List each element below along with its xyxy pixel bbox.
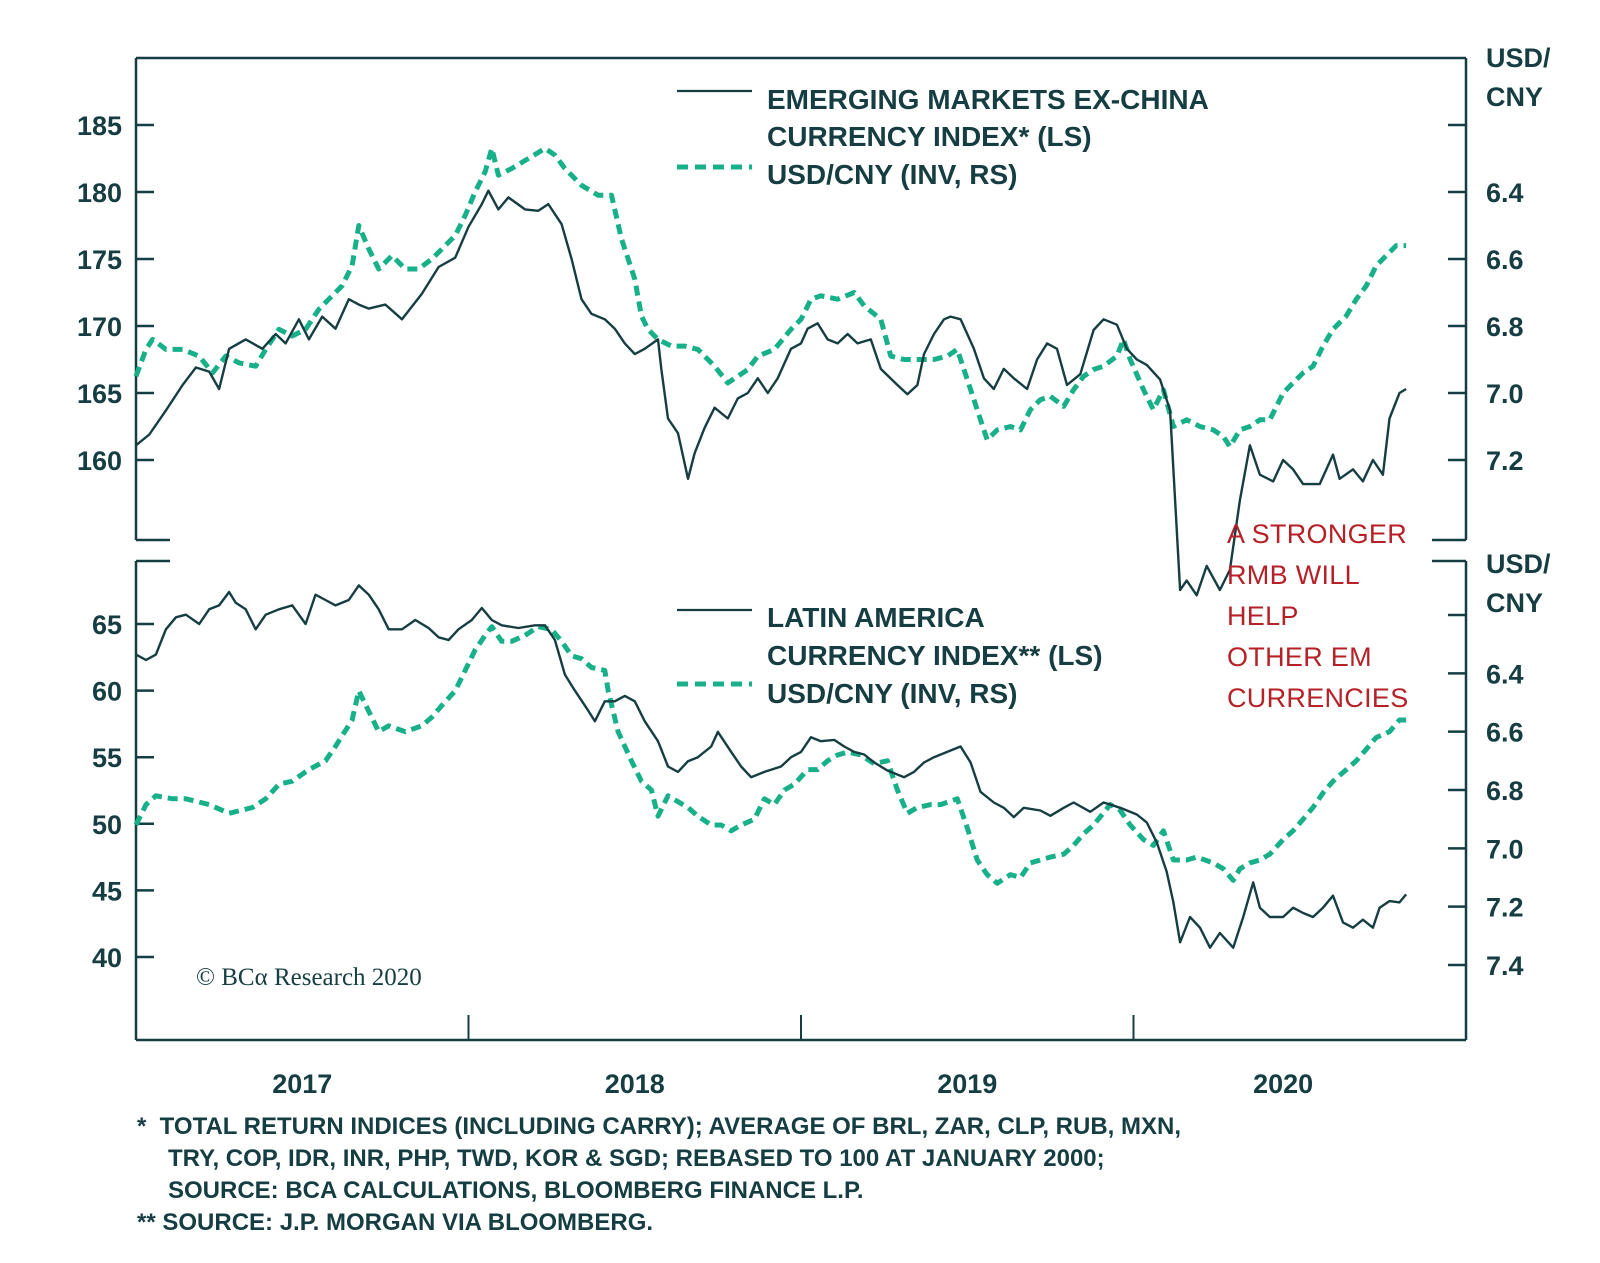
annotation-line-3: HELP [1227,601,1299,631]
currency-index-line-top [135,189,1407,597]
top-right-axis: 6.4 6.6 6.8 7.0 7.2 [1448,123,1524,476]
left-tick-label: 50 [92,810,122,840]
chart-frame [134,56,1468,1042]
right-tick-label: 7.0 [1486,379,1524,409]
bottom-right-axis-title-line1: USD/ [1486,549,1551,579]
top-legend-item-1-line2: CURRENCY INDEX* (LS) [767,121,1092,152]
top-right-axis-title-line1: USD/ [1486,43,1551,73]
right-tick-label: 6.4 [1486,659,1524,689]
footnote-1-line-2: TRY, COP, IDR, INR, PHP, TWD, KOR & SGD;… [168,1145,1105,1172]
left-tick-label: 40 [92,943,122,973]
left-tick-label: 65 [92,610,122,640]
bottom-legend: LATIN AMERICA CURRENCY INDEX** (LS) USD/… [677,602,1103,709]
x-tick-label: 2020 [1253,1069,1313,1099]
annotation: A STRONGER RMB WILL HELP OTHER EM CURREN… [1227,519,1409,713]
top-legend-item-2: USD/CNY (INV, RS) [767,159,1018,190]
right-tick-label: 7.2 [1486,893,1524,923]
usd-cny-line-top [133,145,1407,450]
left-tick-label: 180 [77,178,122,208]
bottom-right-axis: 6.4 6.6 6.8 7.0 7.2 7.4 [1448,613,1524,981]
right-tick-label: 7.4 [1486,951,1524,981]
bottom-legend-item-1-line2: CURRENCY INDEX** (LS) [767,640,1103,671]
footnote-1-line-3: SOURCE: BCA CALCULATIONS, BLOOMBERG FINA… [168,1177,864,1204]
left-tick-label: 45 [92,876,122,906]
copyright-text: © BCα Research 2020 [196,964,422,991]
x-tick-label: 2019 [937,1069,997,1099]
top-right-axis-title-line2: CNY [1486,82,1543,112]
left-tick-label: 170 [77,312,122,342]
top-legend: EMERGING MARKETS EX-CHINA CURRENCY INDEX… [677,84,1209,190]
footnote-1-line-1: * TOTAL RETURN INDICES (INCLUDING CARRY)… [137,1113,1181,1140]
annotation-line-1: A STRONGER [1227,519,1407,549]
right-tick-label: 6.6 [1486,718,1524,748]
right-tick-label: 7.2 [1486,446,1524,476]
annotation-line-4: OTHER EM [1227,642,1372,672]
bottom-series-group [133,584,1408,949]
top-left-axis: 160 165 170 175 180 185 [77,111,154,476]
annotation-line-5: CURRENCIES [1227,683,1409,713]
x-axis: 2017 2018 2019 2020 [272,1015,1467,1099]
bottom-left-axis: 40 45 50 55 60 65 [92,610,154,973]
x-tick-label: 2018 [605,1069,665,1099]
currency-index-line-bottom [135,584,1408,949]
bottom-legend-item-2: USD/CNY (INV, RS) [767,678,1018,709]
left-tick-label: 165 [77,379,122,409]
footnotes: * TOTAL RETURN INDICES (INCLUDING CARRY)… [137,1113,1181,1236]
right-tick-label: 6.8 [1486,312,1524,342]
top-legend-item-1-line1: EMERGING MARKETS EX-CHINA [767,84,1209,115]
bottom-right-axis-title-line2: CNY [1486,588,1543,618]
right-tick-label: 7.0 [1486,834,1524,864]
left-tick-label: 185 [77,111,122,141]
left-tick-label: 160 [77,446,122,476]
right-tick-label: 6.8 [1486,776,1524,806]
right-tick-label: 6.4 [1486,178,1524,208]
annotation-line-2: RMB WILL [1227,560,1360,590]
left-tick-label: 60 [92,677,122,707]
bottom-panel: 40 45 50 55 60 65 6.4 6.6 6.8 7.0 7.2 7.4 USD/ CNY… [92,549,1551,991]
left-tick-label: 175 [77,245,122,275]
x-tick-label: 2017 [272,1069,332,1099]
top-series-group [133,145,1407,597]
usd-cny-line-bottom [133,624,1407,886]
footnote-2: ** SOURCE: J.P. MORGAN VIA BLOOMBERG. [137,1209,653,1236]
left-tick-label: 55 [92,743,122,773]
right-tick-label: 6.6 [1486,245,1524,275]
bottom-legend-item-1-line1: LATIN AMERICA [767,602,985,633]
